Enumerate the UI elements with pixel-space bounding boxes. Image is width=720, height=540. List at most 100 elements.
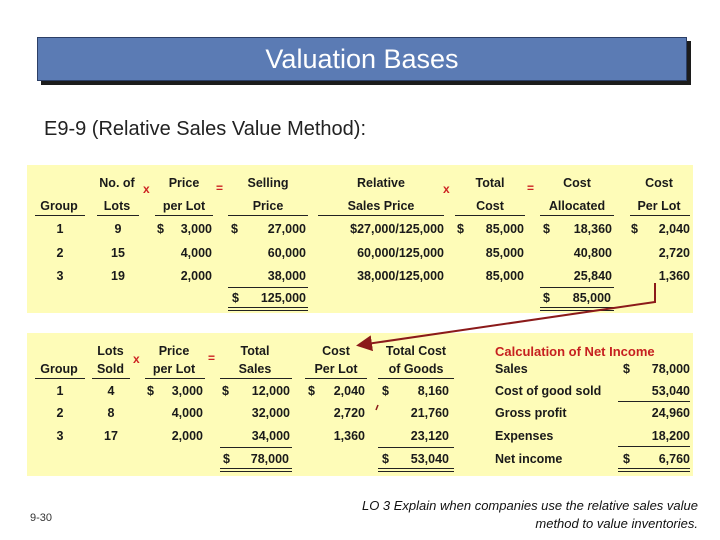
double-rule bbox=[618, 471, 690, 472]
bottom-cell-lots-sold: 4 bbox=[107, 384, 115, 398]
bottom-cell-cost: 2,040 bbox=[333, 384, 365, 398]
total-sales: 78,000 bbox=[250, 452, 289, 466]
slide-title: Valuation Bases bbox=[265, 44, 459, 74]
top-cell-group: 2 bbox=[56, 246, 64, 260]
top-cell-selling: 38,000 bbox=[267, 269, 306, 283]
double-rule bbox=[220, 468, 292, 469]
bottom-cell-sales-dollar: $ bbox=[222, 384, 229, 398]
top-cell-lots: 19 bbox=[111, 269, 125, 283]
income-value: 24,960 bbox=[651, 406, 690, 420]
double-rule bbox=[220, 471, 292, 472]
bottom-header-group: Group bbox=[40, 362, 78, 376]
income-rule bbox=[618, 446, 690, 447]
top-cell-price: 4,000 bbox=[180, 246, 212, 260]
income-label: Gross profit bbox=[495, 406, 567, 420]
double-rule bbox=[540, 307, 614, 308]
total-rule bbox=[540, 287, 614, 288]
bottom-header-lots-2: Sold bbox=[96, 362, 125, 376]
header-rule bbox=[97, 215, 139, 216]
double-rule bbox=[228, 310, 308, 311]
multiply-operator: x bbox=[443, 182, 450, 196]
income-rule bbox=[618, 401, 690, 402]
top-header-cost-per-lot-1: Cost bbox=[645, 176, 673, 190]
top-cell-lots: 9 bbox=[114, 222, 122, 236]
bottom-cell-lots-sold: 17 bbox=[104, 429, 118, 443]
top-cell-group: 3 bbox=[56, 269, 64, 283]
header-rule bbox=[318, 215, 444, 216]
top-cell-price: 2,000 bbox=[180, 269, 212, 283]
bottom-cell-cogs: 23,120 bbox=[410, 429, 449, 443]
top-header-relative-1: Relative bbox=[357, 176, 405, 190]
bottom-cell-cost-dollar: $ bbox=[308, 384, 315, 398]
top-cell-perlot: 2,720 bbox=[658, 246, 690, 260]
slide-subtitle: E9-9 (Relative Sales Value Method): bbox=[44, 118, 367, 140]
bottom-cell-price: 4,000 bbox=[171, 406, 203, 420]
total-rule bbox=[220, 447, 292, 448]
top-header-lots-2: Lots bbox=[103, 199, 131, 213]
top-cell-selling-dollar: $ bbox=[231, 222, 238, 236]
double-rule bbox=[228, 307, 308, 308]
top-header-price-1: Price bbox=[168, 176, 200, 190]
total-cogs: 53,040 bbox=[410, 452, 449, 466]
bottom-header-total-cost-2: of Goods bbox=[388, 362, 444, 376]
header-rule bbox=[220, 378, 292, 379]
top-cell-group: 1 bbox=[56, 222, 64, 236]
bottom-cell-cogs: 21,760 bbox=[410, 406, 449, 420]
equals-operator: = bbox=[216, 181, 224, 195]
bottom-cell-group: 2 bbox=[56, 406, 64, 420]
income-dollar: $ bbox=[623, 452, 630, 466]
bottom-header-total-1: Total bbox=[240, 344, 270, 358]
header-rule bbox=[455, 215, 525, 216]
total-rule bbox=[378, 447, 454, 448]
total-selling-price: 125,000 bbox=[260, 291, 306, 305]
income-dollar: $ bbox=[623, 362, 630, 376]
bottom-cell-lots-sold: 8 bbox=[107, 406, 115, 420]
top-header-lots-1: No. of bbox=[99, 176, 135, 190]
page-number: 9-30 bbox=[30, 512, 53, 524]
top-cell-alloc: 40,800 bbox=[573, 246, 612, 260]
header-rule bbox=[378, 378, 454, 379]
income-value: 6,760 bbox=[658, 452, 690, 466]
top-header-selling-1: Selling bbox=[247, 176, 289, 190]
multiply-operator: x bbox=[133, 352, 140, 366]
bottom-cell-group: 3 bbox=[56, 429, 64, 443]
top-header-cost-per-lot-2: Per Lot bbox=[637, 199, 681, 213]
top-cell-total: 85,000 bbox=[485, 222, 524, 236]
top-header-cost-2: Allocated bbox=[548, 199, 606, 213]
top-cell-total: 85,000 bbox=[485, 246, 524, 260]
total-cogs-dollar: $ bbox=[382, 452, 389, 466]
top-cell-lots: 15 bbox=[111, 246, 125, 260]
bottom-cell-cost: 2,720 bbox=[333, 406, 365, 420]
top-cell-selling: 27,000 bbox=[267, 222, 306, 236]
net-income-title: Calculation of Net Income bbox=[495, 344, 655, 359]
total-allocated: 85,000 bbox=[572, 291, 611, 305]
allocation-table-panel bbox=[27, 165, 693, 313]
top-header-cost-1: Cost bbox=[563, 176, 591, 190]
top-cell-perlot: 2,040 bbox=[658, 222, 690, 236]
bottom-cell-price-dollar: $ bbox=[147, 384, 154, 398]
bottom-cell-cost: 1,360 bbox=[333, 429, 365, 443]
bottom-cell-price: 3,000 bbox=[171, 384, 203, 398]
income-value: 18,200 bbox=[651, 429, 690, 443]
header-rule bbox=[155, 215, 213, 216]
bottom-cell-group: 1 bbox=[56, 384, 64, 398]
multiply-operator: x bbox=[143, 182, 150, 196]
small-tick-arrow bbox=[375, 404, 379, 411]
top-cell-total-dollar: $ bbox=[457, 222, 464, 236]
income-label: Sales bbox=[495, 362, 528, 376]
sales-table-panel bbox=[27, 333, 693, 476]
header-rule bbox=[305, 378, 367, 379]
header-rule bbox=[145, 378, 205, 379]
bottom-cell-cogs-dollar: $ bbox=[382, 384, 389, 398]
title-banner: Valuation Bases bbox=[37, 37, 687, 81]
bottom-header-price-2: per Lot bbox=[152, 362, 196, 376]
top-cell-price-dollar: $ bbox=[157, 222, 164, 236]
bottom-cell-cogs: 8,160 bbox=[417, 384, 449, 398]
top-header-price-2: per Lot bbox=[162, 199, 206, 213]
header-rule bbox=[35, 215, 85, 216]
total-allocated-dollar: $ bbox=[543, 291, 550, 305]
income-label: Net income bbox=[495, 452, 563, 466]
top-cell-relative: 60,000/125,000 bbox=[357, 246, 444, 260]
header-rule bbox=[228, 215, 308, 216]
header-rule bbox=[630, 215, 690, 216]
